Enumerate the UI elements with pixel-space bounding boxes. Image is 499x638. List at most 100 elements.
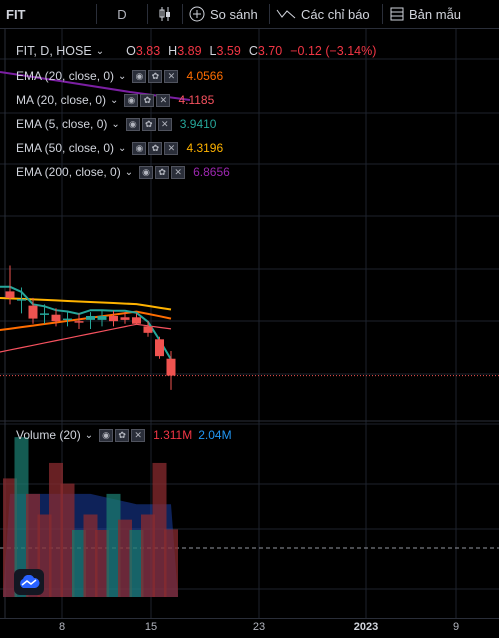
ema5-line xyxy=(0,285,172,360)
indicator-row-ema50[interactable]: EMA (50, close, 0) ⌄ ◉ ✿ ✕ 4.3196 xyxy=(16,139,223,157)
x-tick-label: 9 xyxy=(452,621,460,633)
open-value: 3.83 xyxy=(135,44,161,58)
volume-bar xyxy=(141,514,155,597)
indicator-row-ma20[interactable]: MA (20, close, 0) ⌄ ◉ ✿ ✕ 4.1185 xyxy=(16,91,214,109)
candle-body xyxy=(51,314,61,322)
close-icon[interactable]: ✕ xyxy=(157,117,172,131)
toolbar-divider xyxy=(269,4,270,24)
close-icon[interactable]: ✕ xyxy=(131,428,146,442)
x-tick-label: 15 xyxy=(144,621,158,633)
eye-icon[interactable]: ◉ xyxy=(99,428,114,442)
volume-bar xyxy=(49,462,63,597)
eye-icon[interactable]: ◉ xyxy=(124,93,139,107)
templates-icon xyxy=(390,7,404,21)
candle-body xyxy=(74,321,84,323)
indicator-value: 3.9410 xyxy=(179,117,217,131)
eye-icon[interactable]: ◉ xyxy=(132,69,147,83)
indicators-button[interactable]: Các chỉ báo xyxy=(270,0,382,28)
indicator-label: EMA (5, close, 0) xyxy=(16,117,108,131)
volume-bar xyxy=(106,493,121,597)
ema20-line xyxy=(0,310,172,332)
indicator-value: 4.3196 xyxy=(186,141,224,155)
symbol-legend: FIT, D, HOSE ⌄ O 3.83 H 3.89 L 3.59 C 3.… xyxy=(16,42,376,60)
gear-icon[interactable]: ✿ xyxy=(115,428,130,442)
gear-icon[interactable]: ✿ xyxy=(148,69,163,83)
chart-area[interactable]: FIT, D, HOSE ⌄ O 3.83 H 3.89 L 3.59 C 3.… xyxy=(0,29,499,618)
eye-icon[interactable]: ◉ xyxy=(125,117,140,131)
indicator-row-ema200[interactable]: EMA (200, close, 0) ⌄ ◉ ✿ ✕ 6.8656 xyxy=(16,163,230,181)
compare-button[interactable]: So sánh xyxy=(183,0,269,28)
indicator-value: 4.0566 xyxy=(186,69,224,83)
toolbar-divider xyxy=(182,4,183,24)
volume-bars xyxy=(3,437,178,597)
indicators-icon xyxy=(276,9,296,19)
symbol-label: FIT xyxy=(6,6,26,22)
volume-bar xyxy=(60,483,75,597)
close-label: C xyxy=(248,44,258,58)
templates-button[interactable]: Bản mẫu xyxy=(383,0,483,28)
indicators-label: Các chỉ báo xyxy=(301,6,370,22)
volume-bar xyxy=(164,529,178,597)
gear-icon[interactable]: ✿ xyxy=(148,141,163,155)
volume-label: Volume (20) xyxy=(16,428,81,442)
chart-type-button[interactable] xyxy=(148,0,182,28)
volume-value: 1.311M xyxy=(153,428,193,442)
x-tick-label: 2023 xyxy=(353,621,379,633)
top-toolbar: FIT D So sánh Các chỉ báo xyxy=(0,0,499,29)
time-axis[interactable]: 8 15 23 2023 9 xyxy=(0,618,499,638)
volume-bar xyxy=(129,529,144,597)
x-tick-label: 23 xyxy=(252,621,266,633)
close-icon[interactable]: ✕ xyxy=(164,69,179,83)
toolbar-divider xyxy=(147,4,148,24)
low-value: 3.59 xyxy=(216,44,241,58)
price-chart-canvas[interactable] xyxy=(0,29,499,618)
volume-bar xyxy=(118,519,132,597)
candle-body xyxy=(155,339,164,357)
high-label: H xyxy=(168,44,178,58)
change-value: −0.12 (−3.14%) xyxy=(290,44,377,58)
gear-icon[interactable]: ✿ xyxy=(155,165,170,179)
toolbar-divider xyxy=(382,4,383,24)
close-icon[interactable]: ✕ xyxy=(156,93,171,107)
volume-bar xyxy=(72,529,86,597)
candle-body xyxy=(5,291,15,298)
indicator-label: EMA (20, close, 0) xyxy=(16,69,115,83)
close-icon[interactable]: ✕ xyxy=(164,141,179,155)
chevron-down-icon[interactable]: ⌄ xyxy=(124,166,134,178)
eye-icon[interactable]: ◉ xyxy=(132,141,147,155)
indicator-row-ema5[interactable]: EMA (5, close, 0) ⌄ ◉ ✿ ✕ 3.9410 xyxy=(16,115,216,133)
indicator-label: EMA (200, close, 0) xyxy=(16,165,121,179)
candle-body xyxy=(17,299,26,301)
chevron-down-icon[interactable]: ⌄ xyxy=(84,429,94,441)
volume-bar xyxy=(152,462,167,597)
close-icon[interactable]: ✕ xyxy=(171,165,186,179)
chevron-down-icon[interactable]: ⌄ xyxy=(95,45,105,57)
symbol-search-button[interactable]: FIT xyxy=(0,0,96,28)
interval-label: D xyxy=(117,6,127,22)
chevron-down-icon[interactable]: ⌄ xyxy=(118,70,127,82)
indicator-value: 6.8656 xyxy=(193,165,230,179)
interval-button[interactable]: D xyxy=(97,0,147,28)
x-tick-label: 8 xyxy=(58,621,66,633)
indicator-value: 4.1185 xyxy=(178,93,215,107)
gear-icon[interactable]: ✿ xyxy=(140,93,155,107)
chevron-down-icon[interactable]: ⌄ xyxy=(118,142,127,154)
low-label: L xyxy=(209,44,217,58)
candle-body xyxy=(63,318,72,321)
close-value: 3.70 xyxy=(257,44,283,58)
volume-legend[interactable]: Volume (20) ⌄ ◉ ✿ ✕ 1.311M 2.04M xyxy=(16,426,232,444)
open-label: O xyxy=(126,44,136,58)
add-circle-icon xyxy=(189,6,205,22)
tradingview-logo[interactable] xyxy=(14,569,44,595)
indicator-label: EMA (50, close, 0) xyxy=(16,141,115,155)
eye-icon[interactable]: ◉ xyxy=(139,165,154,179)
symbol-title[interactable]: FIT, D, HOSE xyxy=(16,44,92,58)
indicator-row-ema20[interactable]: EMA (20, close, 0) ⌄ ◉ ✿ ✕ 4.0566 xyxy=(16,67,223,85)
ma20-line xyxy=(0,323,172,353)
compare-label: So sánh xyxy=(210,6,258,22)
candlesticks xyxy=(5,265,176,390)
gear-icon[interactable]: ✿ xyxy=(141,117,156,131)
candle-body xyxy=(143,326,153,333)
chevron-down-icon[interactable]: ⌄ xyxy=(111,118,120,130)
chevron-down-icon[interactable]: ⌄ xyxy=(110,94,119,106)
